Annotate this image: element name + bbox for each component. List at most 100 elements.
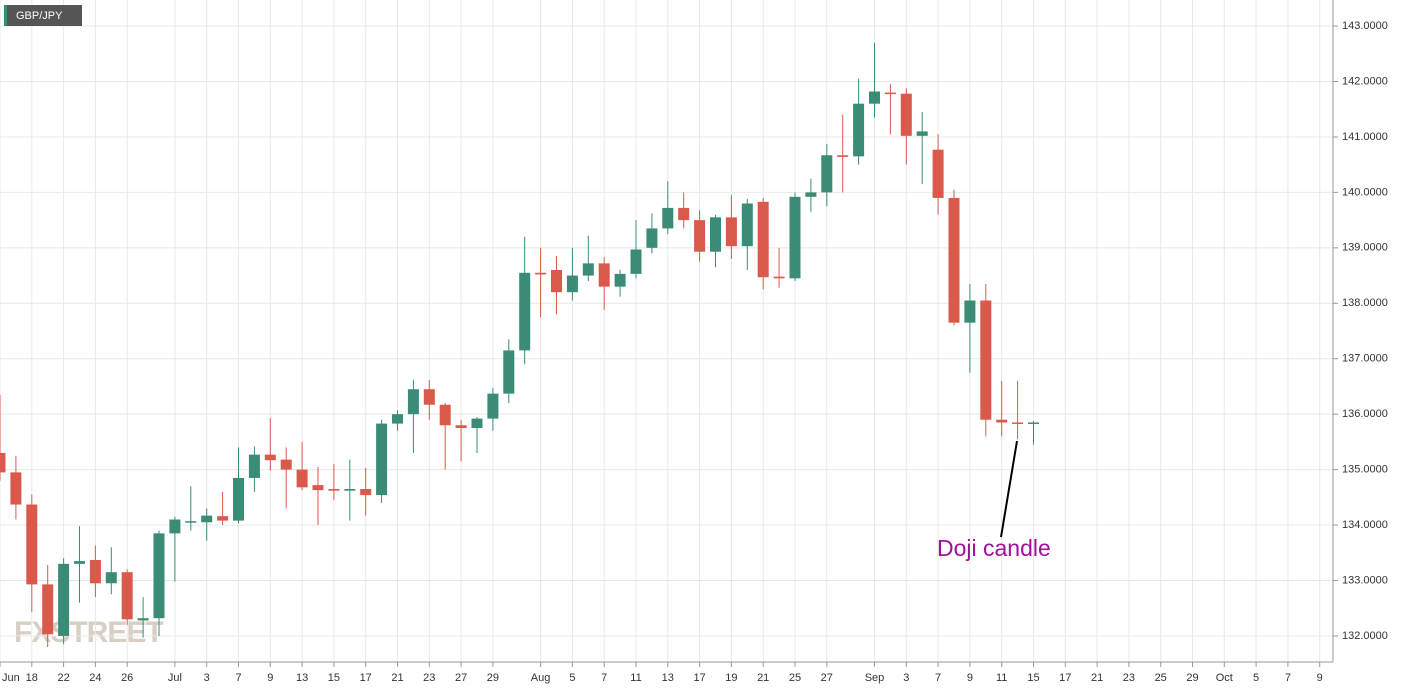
candle-body — [407, 389, 419, 415]
x-tick-label: 29 — [1186, 672, 1198, 684]
candle-body — [996, 419, 1008, 423]
y-tick-label: 132.0000 — [1342, 630, 1388, 642]
x-tick-label: 22 — [57, 672, 69, 684]
candle-body — [598, 263, 610, 287]
candle-body — [201, 515, 213, 523]
x-tick-label: 17 — [693, 672, 705, 684]
candle-body — [964, 300, 976, 323]
candle-body — [614, 273, 626, 287]
candle-body — [376, 423, 388, 496]
x-tick-label: Jun — [2, 672, 20, 684]
candle-body — [805, 192, 817, 197]
candle-body — [153, 533, 165, 619]
x-tick-label: 15 — [1027, 672, 1039, 684]
x-tick-label: 23 — [1123, 672, 1135, 684]
annotation: Doji candle — [937, 535, 1051, 561]
y-tick-label: 135.0000 — [1342, 464, 1388, 476]
x-tick-label: 21 — [391, 672, 403, 684]
x-tick-label: 26 — [121, 672, 133, 684]
candle-body — [853, 103, 865, 157]
candle-body — [248, 454, 260, 478]
candle-body — [264, 454, 276, 461]
title-accent — [4, 5, 7, 26]
candle-body — [280, 459, 292, 470]
x-tick-label: 3 — [903, 672, 909, 684]
x-tick-label: 15 — [328, 672, 340, 684]
candle-body — [89, 559, 101, 584]
chart-title: GBP/JPY — [16, 10, 63, 22]
y-tick-label: 136.0000 — [1342, 408, 1388, 420]
y-tick-label: 139.0000 — [1342, 242, 1388, 254]
x-tick-label: 7 — [1285, 672, 1291, 684]
y-tick-label: 141.0000 — [1342, 131, 1388, 143]
candle-body — [1028, 422, 1039, 424]
x-tick-label: 21 — [1091, 672, 1103, 684]
candle-body — [980, 300, 992, 420]
x-tick-label: 23 — [423, 672, 435, 684]
candle-body — [296, 469, 308, 488]
y-tick-label: 143.0000 — [1342, 20, 1388, 32]
candle-body — [121, 572, 133, 620]
y-tick-label: 134.0000 — [1342, 519, 1388, 531]
candle-body — [821, 155, 833, 193]
x-tick-label: 17 — [360, 672, 372, 684]
candle-body — [10, 472, 22, 505]
candle-body — [900, 93, 912, 136]
candle-body — [789, 196, 801, 279]
candle-body — [455, 425, 467, 429]
x-tick-label: 29 — [487, 672, 499, 684]
y-tick-label: 140.0000 — [1342, 186, 1388, 198]
candle-body — [74, 561, 85, 564]
candle-body — [837, 155, 849, 157]
candle-body — [58, 563, 70, 636]
candle-body — [678, 207, 690, 221]
candle-body — [741, 203, 753, 247]
candle-body — [1012, 422, 1024, 424]
candle-body — [185, 521, 197, 523]
y-tick-label: 142.0000 — [1342, 75, 1388, 87]
x-tick-label: 7 — [935, 672, 941, 684]
x-tick-label: 9 — [267, 672, 273, 684]
candle-body — [582, 263, 594, 276]
candle-body — [26, 504, 38, 585]
candle-body — [423, 389, 435, 405]
candle-body — [662, 207, 674, 229]
candle-body — [439, 404, 451, 426]
x-tick-label: 9 — [1317, 672, 1323, 684]
candle-body — [487, 393, 499, 419]
x-tick-label: 3 — [204, 672, 210, 684]
candle-body — [169, 519, 181, 534]
x-tick-label: Sep — [865, 672, 885, 684]
candle-body — [360, 489, 372, 496]
annotation-line — [1000, 440, 1018, 538]
candle-body — [503, 350, 515, 394]
candle-body — [932, 149, 944, 198]
watermark: FXSTREET — [14, 616, 163, 649]
candle-body — [773, 276, 785, 279]
x-tick-label: 21 — [757, 672, 769, 684]
y-tick-label: 133.0000 — [1342, 574, 1388, 586]
x-tick-label: 11 — [996, 672, 1007, 684]
candle-body — [757, 201, 769, 278]
x-tick-label: 25 — [1155, 672, 1167, 684]
candle-body — [392, 414, 403, 424]
x-tick-label: 13 — [296, 672, 308, 684]
candle-body — [217, 516, 229, 521]
x-tick-label: 5 — [1253, 672, 1259, 684]
x-tick-label: 18 — [26, 672, 38, 684]
candle-body — [312, 485, 324, 491]
title-box — [4, 5, 82, 26]
x-tick-label: 24 — [89, 672, 101, 684]
candle-body — [948, 197, 960, 323]
x-tick-label: Oct — [1216, 672, 1233, 684]
x-tick-label: 25 — [789, 672, 801, 684]
x-tick-label: 11 — [630, 672, 641, 684]
x-tick-label: 27 — [821, 672, 833, 684]
x-tick-label: 7 — [601, 672, 607, 684]
x-tick-label: 17 — [1059, 672, 1071, 684]
y-tick-label: 137.0000 — [1342, 353, 1388, 365]
candle-body — [0, 452, 6, 473]
candle-body — [916, 131, 928, 136]
candle-body — [233, 477, 244, 521]
